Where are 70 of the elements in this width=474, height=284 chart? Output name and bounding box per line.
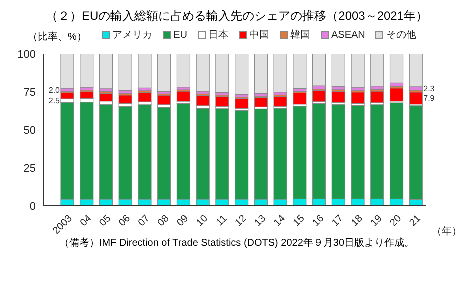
bar [196,54,210,92]
bar [138,92,152,102]
x-tick-label: 11 [214,213,230,228]
data-label: 2.3 [424,84,436,94]
bar [158,54,172,92]
x-tick-label: 08 [156,213,172,230]
data-label: 2.5 [48,96,61,106]
data-label: 7.9 [424,94,436,104]
bar [332,54,346,87]
y-tick-label: 100 [18,48,36,61]
bar [176,54,191,88]
bar [60,54,74,89]
bar [312,90,326,102]
bar [176,91,191,102]
legend-label: 中国 [250,28,270,42]
x-tick-label: 13 [252,213,269,230]
bar [274,54,288,93]
bar [80,54,94,88]
chart-title: （２）EUの輸入総額に占める輸入先のシェアの推移（2003～2021年） [44,8,430,24]
bar [235,98,249,109]
legend-label: その他 [386,29,416,42]
x-tick-label: 12 [233,213,250,230]
x-tick-label: 04 [78,213,95,230]
x-tick-label: 18 [350,213,366,230]
bar [138,54,152,88]
x-tick-label: 19 [369,213,386,230]
legend-label: EU [174,30,188,40]
bar [196,95,210,106]
bar [118,54,132,92]
bar [351,54,365,88]
y-tick-label: 0 [30,200,36,213]
x-tick-label: 20 [388,213,404,230]
bar [312,54,326,86]
legend-label: 日本 [208,28,228,42]
bar [118,95,132,104]
bar [370,54,384,87]
bar [254,54,268,94]
bar [293,92,307,105]
legend-label: ASEAN [332,30,366,40]
bar [332,91,346,103]
bar [390,54,404,84]
y-axis-title: （比率、%） [28,30,87,44]
y-tick-label: 25 [24,162,36,175]
y-tick-label: 75 [24,86,36,99]
x-tick-label: 07 [136,213,153,230]
bar [254,97,268,108]
x-tick-label: 09 [175,213,192,230]
x-tick-label: 06 [117,213,134,230]
x-tick-label: 14 [272,213,288,230]
x-tick-label: 21 [408,213,424,230]
x-axis-title: （年） [432,226,462,238]
bar [235,54,249,96]
bar [216,54,230,94]
x-tick-label: 17 [330,213,346,230]
bar [409,54,423,88]
legend-label: 韓国 [290,28,310,42]
bar [351,92,365,104]
legend-label: アメリカ [112,29,153,42]
data-label: 2.0 [48,86,61,95]
x-tick-label: 05 [98,213,114,230]
x-tick-label: 16 [310,213,327,230]
y-tick-label: 50 [24,124,36,137]
bar [99,54,114,90]
x-tick-label: 10 [194,213,211,230]
text: （備考）IMF Direction of Trade Statistics (DOTS) 2022年９月30日版より作成。 [58,236,416,250]
bar [60,92,74,100]
bar [216,96,230,107]
bar [293,54,307,89]
bar [99,93,114,102]
x-tick-label: 15 [292,213,308,230]
